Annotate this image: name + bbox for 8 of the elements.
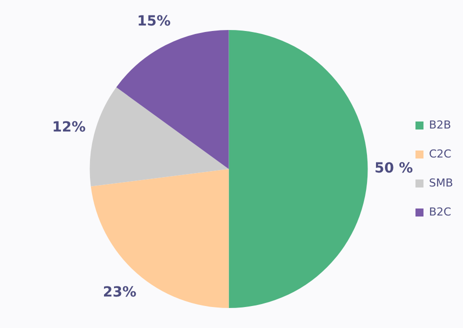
legend-label: C2C [428, 147, 452, 160]
legend-label: B2C [428, 205, 452, 218]
legend-label: SMB [428, 176, 454, 190]
data-label: 50 % [374, 160, 413, 177]
legend-label: B2B [428, 118, 452, 132]
data-label: 12% [52, 120, 86, 136]
data-label: 23% [102, 284, 136, 300]
data-label: 15% [137, 14, 171, 30]
